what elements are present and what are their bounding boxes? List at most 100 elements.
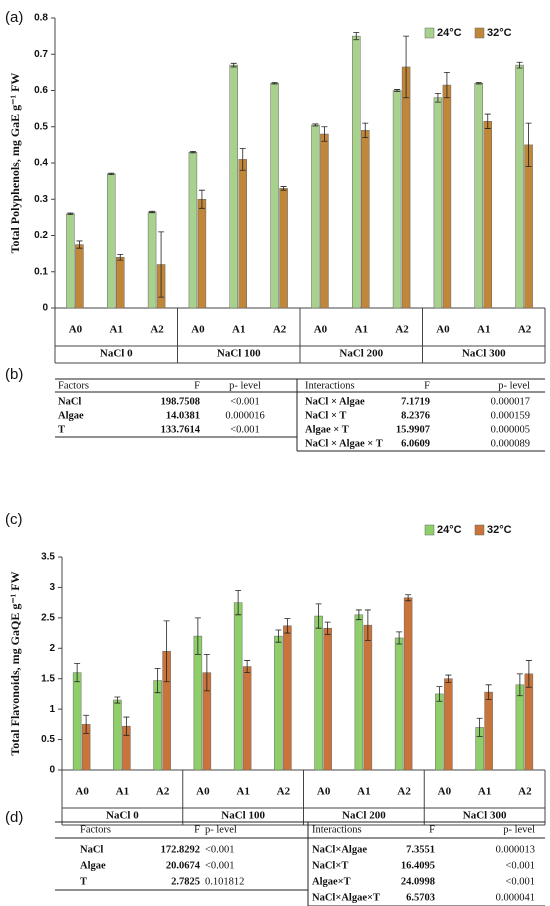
table-cell: <0.001 bbox=[505, 876, 535, 887]
y-tick-label: 0.6 bbox=[34, 85, 48, 96]
legend-swatch bbox=[424, 27, 435, 39]
error-bar bbox=[74, 663, 81, 683]
error-bar bbox=[154, 667, 161, 694]
table-cell: T bbox=[58, 424, 65, 435]
bar bbox=[524, 673, 534, 771]
x-tick-label: A0 bbox=[69, 324, 83, 336]
error-bar bbox=[244, 660, 251, 674]
x-tick-label: A1 bbox=[357, 786, 370, 798]
error-bar bbox=[280, 186, 287, 191]
error-bar bbox=[123, 716, 130, 736]
x-tick-label: A1 bbox=[110, 324, 123, 336]
table-cell: NaCl bbox=[80, 844, 103, 855]
error-bar bbox=[203, 653, 210, 692]
x-tick-label: A2 bbox=[518, 786, 532, 798]
error-bar bbox=[364, 609, 371, 641]
error-bar bbox=[149, 210, 156, 214]
bar bbox=[279, 188, 288, 309]
bar bbox=[311, 124, 320, 309]
bar bbox=[113, 699, 122, 771]
x-tick-label: A1 bbox=[355, 324, 368, 336]
bar bbox=[524, 144, 533, 309]
error-bar bbox=[108, 172, 115, 175]
bar bbox=[323, 627, 332, 771]
group-label: NaCl 100 bbox=[217, 348, 261, 360]
bar bbox=[352, 35, 361, 309]
bar bbox=[394, 637, 404, 771]
x-tick-label: A1 bbox=[236, 786, 249, 798]
y-tick-label: 0.7 bbox=[34, 49, 48, 60]
table-cell: <0.001 bbox=[205, 860, 235, 871]
error-bar bbox=[83, 714, 90, 734]
table-cell: <0.001 bbox=[205, 844, 235, 855]
table-cell: 0.000016 bbox=[225, 410, 264, 421]
error-bar bbox=[516, 61, 523, 69]
error-bar bbox=[394, 89, 401, 92]
bar bbox=[116, 257, 125, 309]
bar bbox=[354, 614, 364, 771]
table-header: p- level bbox=[503, 824, 535, 835]
bar bbox=[444, 678, 453, 771]
group-label: NaCl 300 bbox=[462, 348, 506, 360]
table-cell: NaCl × Algae × T bbox=[305, 438, 383, 449]
error-bar bbox=[443, 71, 450, 99]
x-tick-label: A2 bbox=[397, 786, 411, 798]
table-cell: Algae × T bbox=[305, 424, 349, 435]
table-cell: 24.0998 bbox=[401, 876, 435, 887]
x-tick-label: A0 bbox=[436, 324, 450, 336]
y-tick-label: 0 bbox=[49, 765, 55, 776]
x-tick-label: A2 bbox=[395, 324, 409, 336]
bar bbox=[75, 244, 84, 309]
table-cell: 0.000041 bbox=[496, 892, 535, 903]
x-tick-label: A2 bbox=[156, 786, 170, 798]
y-tick-label: 1.5 bbox=[41, 673, 55, 684]
bar bbox=[435, 693, 444, 771]
y-tick-label: 3.5 bbox=[41, 552, 55, 563]
bar bbox=[270, 83, 279, 309]
error-bar bbox=[275, 629, 282, 643]
y-tick-label: 2.5 bbox=[41, 612, 55, 623]
panel-label: (b) bbox=[5, 366, 23, 383]
bar bbox=[484, 691, 493, 771]
table-cell: NaCl bbox=[58, 396, 81, 407]
legend-swatch bbox=[474, 27, 485, 39]
bar bbox=[483, 121, 492, 309]
x-tick-label: A0 bbox=[196, 786, 210, 798]
table-cell: NaCl×Algae bbox=[312, 844, 367, 855]
table-cell: 0.000005 bbox=[491, 424, 530, 435]
bar bbox=[433, 97, 443, 309]
y-tick-label: 0.2 bbox=[34, 230, 48, 241]
error-bar bbox=[271, 82, 278, 85]
error-bar bbox=[117, 253, 124, 261]
table-cell: 20.0674 bbox=[166, 860, 201, 871]
table-cell: Algae bbox=[80, 860, 106, 871]
y-tick-label: 2 bbox=[49, 643, 55, 654]
bar bbox=[361, 130, 370, 309]
table-cell: 133.7614 bbox=[161, 424, 201, 435]
table-cell: <0.001 bbox=[230, 424, 260, 435]
error-bar bbox=[516, 673, 523, 697]
x-tick-label: A1 bbox=[478, 786, 491, 798]
table-cell: 7.1719 bbox=[401, 396, 430, 407]
error-bar bbox=[353, 32, 360, 41]
bar bbox=[320, 133, 329, 309]
table-cell: 8.2376 bbox=[401, 410, 430, 421]
table-header: p- level bbox=[498, 380, 530, 391]
legend-label: 32°C bbox=[487, 27, 512, 39]
error-bar bbox=[194, 617, 201, 655]
x-tick-label: A0 bbox=[191, 324, 205, 336]
table-header: F bbox=[194, 380, 200, 391]
bar bbox=[72, 672, 82, 771]
y-tick-label: 3 bbox=[49, 582, 55, 593]
bar bbox=[193, 635, 203, 771]
group-label: NaCl 100 bbox=[221, 810, 265, 822]
y-tick-label: 1 bbox=[49, 704, 55, 715]
error-bar bbox=[485, 684, 492, 700]
bar bbox=[363, 624, 373, 771]
error-bar bbox=[436, 686, 443, 702]
y-tick-label: 0 bbox=[42, 303, 48, 314]
table-cell: 172.8292 bbox=[161, 844, 200, 855]
error-bar bbox=[396, 631, 403, 645]
legend-label: 32°C bbox=[487, 524, 512, 536]
x-tick-label: A2 bbox=[273, 324, 287, 336]
